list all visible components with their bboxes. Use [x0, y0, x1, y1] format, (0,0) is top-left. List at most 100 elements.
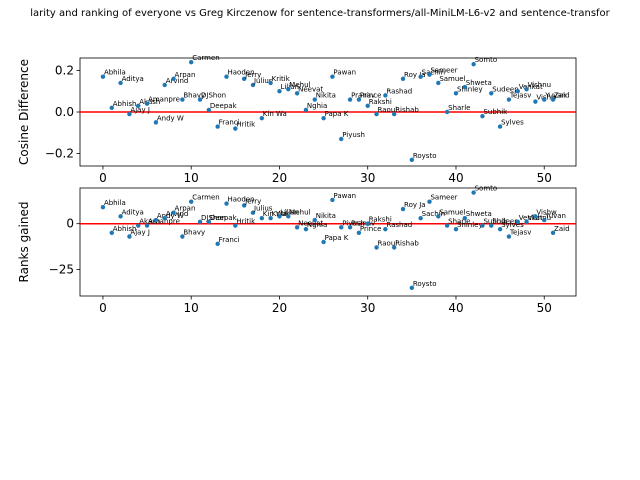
point-label: Mehul: [289, 208, 310, 216]
point-label: Akash: [139, 218, 160, 226]
data-point: [312, 217, 317, 223]
data-point: [171, 210, 176, 215]
data-point: [533, 99, 538, 104]
point-label: Pawan: [333, 192, 356, 200]
data-point: [471, 62, 476, 67]
point-label: Raoul: [378, 239, 398, 247]
data-point: [233, 126, 238, 131]
x-tick-label: 10: [184, 301, 199, 315]
data-point: [321, 239, 326, 245]
point-label: Pranav: [351, 92, 375, 100]
data-point: [383, 93, 388, 98]
data-point: [453, 91, 459, 96]
data-point: [524, 86, 529, 92]
point-label: Franci: [219, 119, 240, 127]
point-label: Zaid: [554, 92, 569, 100]
point-label: Shweta: [466, 210, 492, 218]
point-label: Subhik: [483, 108, 508, 116]
data-point: [286, 86, 291, 92]
point-label: Samuel: [439, 75, 465, 83]
data-point: [515, 219, 520, 225]
data-point: [356, 97, 362, 102]
data-point: [277, 214, 282, 219]
data-point: [365, 221, 370, 226]
data-point: [215, 124, 220, 129]
data-point: [453, 226, 459, 232]
data-point: [118, 214, 123, 219]
point-label: Amanpre: [148, 218, 180, 226]
point-label: Abhish: [113, 225, 137, 233]
point-label: Abhish: [113, 100, 137, 108]
data-point: [303, 107, 309, 113]
point-label: Lilian: [280, 208, 298, 216]
data-point: [268, 216, 273, 221]
data-point: [171, 76, 176, 81]
point-label: Vishw: [536, 94, 557, 102]
data-point: [330, 197, 335, 203]
point-label: Pranav: [351, 219, 375, 227]
point-label: Somto: [475, 185, 498, 193]
point-label: Yuvan: [544, 92, 566, 100]
x-tick-label: 30: [360, 171, 375, 185]
data-point: [339, 225, 344, 230]
point-label: Neevat: [298, 219, 323, 227]
point-label: Sameer: [430, 194, 457, 202]
point-label: Sudeep: [492, 218, 519, 226]
point-label: Aditya: [122, 208, 144, 216]
data-point: [197, 219, 203, 225]
point-label: Roy Ja: [404, 71, 426, 79]
point-label: Deepak: [210, 214, 238, 222]
point-label: Julius: [253, 205, 273, 213]
point-label: Sylves: [501, 221, 524, 229]
point-label: Abhila: [104, 199, 126, 207]
data-point: [286, 214, 291, 219]
data-point: [409, 285, 415, 290]
y-axis-label: Ranks gained: [17, 202, 31, 283]
point-label: Roysto: [413, 152, 437, 160]
y-tick-label: 0.2: [55, 63, 74, 77]
data-point: [189, 59, 194, 65]
data-point: [312, 97, 317, 102]
x-tick-label: 0: [99, 301, 107, 315]
data-point: [197, 97, 203, 102]
point-label: Kritik: [272, 210, 291, 218]
data-point: [480, 223, 485, 228]
x-tick-label: 30: [360, 301, 375, 315]
point-label: Ajay J: [130, 229, 149, 237]
data-point: [391, 111, 397, 117]
data-point: [100, 205, 106, 210]
point-label: Shinley: [457, 85, 483, 93]
point-label: Prince: [360, 92, 382, 100]
point-label: Franci: [219, 236, 240, 244]
point-label: Ajay J: [130, 106, 149, 114]
point-label: Papa K: [325, 234, 349, 242]
data-point: [127, 234, 132, 239]
point-label: DJShon: [201, 214, 226, 222]
data-point: [136, 223, 141, 228]
data-point: [365, 103, 370, 108]
data-point: [374, 245, 379, 250]
data-point: [489, 223, 494, 228]
point-label: Roy Ja: [404, 201, 426, 209]
point-label: Carmen: [192, 194, 220, 202]
point-label: Rakshi: [369, 216, 392, 224]
point-label: Abhila: [104, 69, 126, 77]
point-label: Andy W: [157, 212, 184, 220]
point-label: Venkat: [519, 83, 543, 91]
point-label: Bhavy: [183, 229, 205, 237]
data-point: [400, 206, 406, 212]
data-point: [506, 234, 512, 239]
data-point: [347, 225, 353, 230]
data-point: [241, 203, 247, 208]
data-point: [400, 76, 406, 81]
data-point: [144, 223, 150, 228]
point-label: Nghia: [307, 221, 327, 229]
data-point: [418, 74, 423, 79]
data-point: [241, 76, 247, 81]
data-point: [100, 74, 106, 79]
point-label: Andy W: [157, 114, 184, 122]
point-label: Sachin: [422, 210, 445, 218]
point-label: Papa K: [325, 110, 349, 118]
point-label: Tejasv: [509, 229, 531, 237]
